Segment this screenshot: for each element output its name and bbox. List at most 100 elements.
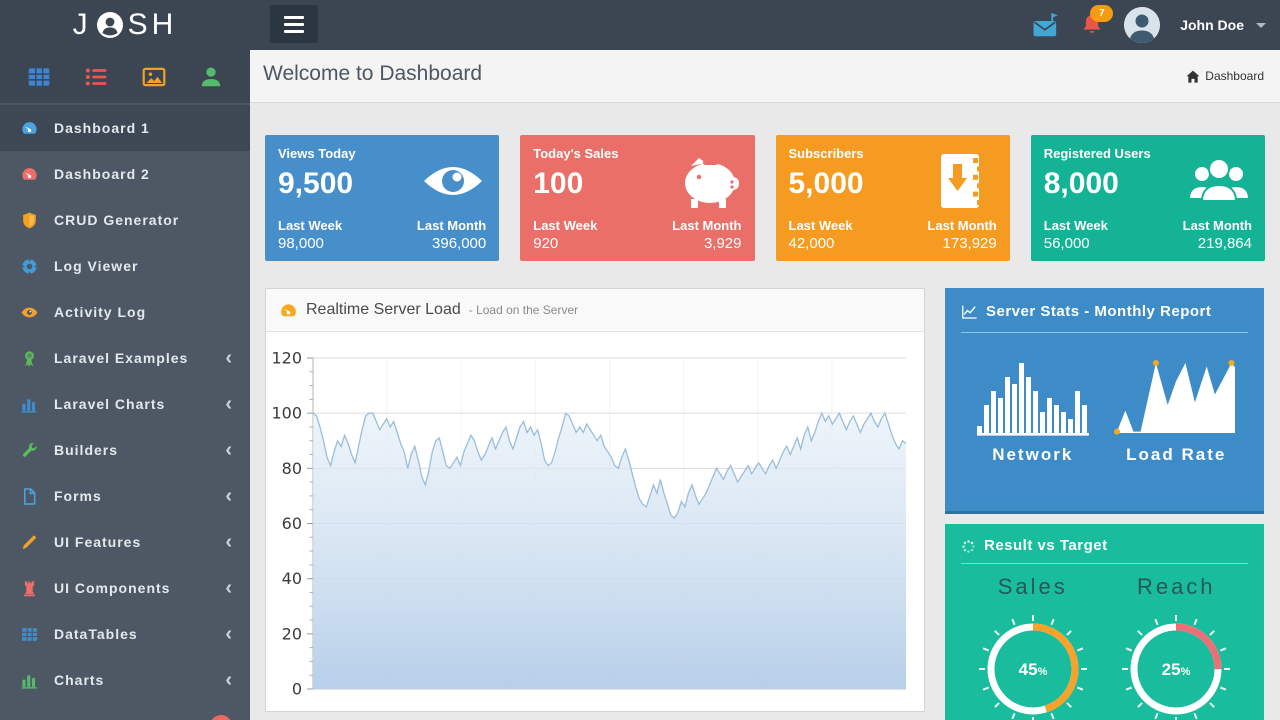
logo-letters-sh: SH <box>128 8 178 42</box>
shortcut-user-icon[interactable] <box>198 64 224 90</box>
user-name[interactable]: John Doe <box>1180 17 1244 33</box>
sidebar-item-label: CRUD Generator <box>54 212 232 228</box>
sidebar-item-label: Activity Log <box>54 304 232 320</box>
chevron-left-icon: ‹ <box>225 670 232 690</box>
josh-logo[interactable]: J SH <box>0 0 250 50</box>
svg-text:80: 80 <box>282 459 302 478</box>
sidebar-item-dashboard-1[interactable]: Dashboard 1 <box>0 105 250 151</box>
last-month-value: 396,000 <box>417 235 486 252</box>
realtime-server-load-title: Realtime Server Load <box>306 301 461 319</box>
tachometer-icon <box>279 302 298 319</box>
gauge-icon <box>20 119 39 138</box>
network-bar-sparkline <box>977 357 1089 437</box>
shortcut-table-icon[interactable] <box>26 64 52 90</box>
stat-card-todays-sales: Today's Sales100Last Week920Last Month3,… <box>520 135 754 261</box>
eye-icon <box>421 151 485 211</box>
gauge-icon <box>20 165 39 184</box>
page-title: Welcome to Dashboard <box>263 62 482 86</box>
last-week-label: Last Week <box>278 218 342 233</box>
notification-count-badge[interactable]: 7 <box>1090 5 1113 22</box>
chevron-left-icon: ‹ <box>225 486 232 506</box>
sidebar-item-datatables[interactable]: DataTables‹ <box>0 611 250 657</box>
breadcrumb[interactable]: Dashboard <box>1186 69 1264 83</box>
sidebar-item-ui-components[interactable]: UI Components‹ <box>0 565 250 611</box>
last-week-value: 56,000 <box>1044 235 1108 252</box>
chevron-left-icon: ‹ <box>225 624 232 644</box>
sidebar-item-crud-generator[interactable]: CRUD Generator <box>0 197 250 243</box>
stat-card-views-today: Views Today9,500Last Week98,000Last Mont… <box>265 135 499 261</box>
user-avatar[interactable] <box>1124 7 1160 43</box>
logo-letter-j: J <box>73 8 92 42</box>
realtime-server-load-subtitle: - Load on the Server <box>469 303 578 317</box>
user-menu-caret-icon[interactable] <box>1256 23 1266 28</box>
sidebar: Dashboard 1 Dashboard 2 CRUD Generator Log … <box>0 50 250 720</box>
sidebar-item-dashboard-2[interactable]: Dashboard 2 <box>0 151 250 197</box>
svg-text:20: 20 <box>282 624 302 643</box>
spinner-icon <box>961 537 976 554</box>
load-rate-label: Load Rate <box>1126 445 1226 465</box>
load-rate-mini-chart: Load Rate <box>1105 357 1249 465</box>
server-stats-panel: Server Stats - Monthly Report Network Lo… <box>945 288 1264 514</box>
sidebar-item-ui-features[interactable]: UI Features‹ <box>0 519 250 565</box>
server-load-area-chart: 020406080100120 <box>266 332 922 712</box>
sidebar-item-laravel-examples[interactable]: Laravel Examples‹ <box>0 335 250 381</box>
sidebar-item-laravel-charts[interactable]: Laravel Charts‹ <box>0 381 250 427</box>
sidebar-item-label: Forms <box>54 488 225 504</box>
result-vs-target-title: Result vs Target <box>984 537 1108 554</box>
chevron-left-icon: ‹ <box>225 394 232 414</box>
card-footer: Last Week 98,000 Last Month 396,000 <box>278 218 486 252</box>
topbar: J SH 7 John Doe <box>0 0 1280 50</box>
last-week-value: 98,000 <box>278 235 342 252</box>
realtime-server-load-header: Realtime Server Load - Load on the Serve… <box>266 289 924 332</box>
wrench-icon <box>20 441 39 460</box>
last-month-label: Last Month <box>927 218 996 233</box>
result-vs-target-panel: Result vs Target Sales 45% Reach 25% <box>945 524 1264 720</box>
last-month-label: Last Month <box>417 218 486 233</box>
bar-chart-icon <box>20 395 39 414</box>
sidebar-item-builders[interactable]: Builders‹ <box>0 427 250 473</box>
chevron-left-icon: ‹ <box>225 348 232 368</box>
rook-icon <box>20 579 39 598</box>
notifications-bell-icon[interactable]: 7 <box>1080 12 1104 38</box>
sidebar-item-charts[interactable]: Charts‹ <box>0 657 250 703</box>
card-footer: Last Week42,000Last Month173,929 <box>789 218 997 252</box>
sidebar-toggle-button[interactable] <box>270 5 318 43</box>
svg-text:100: 100 <box>271 404 302 423</box>
sidebar-item-log-viewer[interactable]: Log Viewer <box>0 243 250 289</box>
stat-cards-row: Views Today9,500Last Week98,000Last Mont… <box>265 135 1265 261</box>
last-month-value: 3,929 <box>672 235 741 252</box>
svg-text:25%: 25% <box>1162 660 1191 679</box>
card-footer: Last Week920Last Month3,929 <box>533 218 741 252</box>
reach-gauge: Reach 25% <box>1105 574 1249 720</box>
shortcut-image-icon[interactable] <box>141 64 167 90</box>
result-vs-target-header: Result vs Target <box>961 537 1248 564</box>
card-footer: Last Week56,000Last Month219,864 <box>1044 218 1252 252</box>
last-month-value: 173,929 <box>927 235 996 252</box>
last-week-value: 920 <box>533 235 597 252</box>
table-icon <box>20 625 39 644</box>
svg-text:40: 40 <box>282 569 302 588</box>
svg-text:45%: 45% <box>1018 660 1047 679</box>
sidebar-item-label: Dashboard 1 <box>54 120 232 136</box>
shield-icon <box>20 211 39 230</box>
messages-icon[interactable] <box>1032 12 1060 38</box>
eye-icon <box>20 303 39 322</box>
last-week-label: Last Week <box>789 218 853 233</box>
sidebar-item-label: UI Features <box>54 534 225 550</box>
chevron-left-icon: ‹ <box>225 440 232 460</box>
load-rate-area-sparkline <box>1114 357 1238 437</box>
svg-text:60: 60 <box>282 514 302 533</box>
reach-donut-chart: 25% <box>1117 610 1235 720</box>
last-week-label: Last Week <box>533 218 597 233</box>
sidebar-item-activity-log[interactable]: Activity Log <box>0 289 250 335</box>
sidebar-item-partial[interactable] <box>0 703 250 720</box>
breadcrumb-label[interactable]: Dashboard <box>1205 69 1264 83</box>
sidebar-nav: Dashboard 1 Dashboard 2 CRUD Generator Log … <box>0 105 250 720</box>
sales-donut-chart: 45% <box>974 610 1092 720</box>
sidebar-item-label: Dashboard 2 <box>54 166 232 182</box>
sidebar-item-forms[interactable]: Forms‹ <box>0 473 250 519</box>
server-stats-header: Server Stats - Monthly Report <box>961 301 1248 333</box>
sidebar-item-label: Log Viewer <box>54 258 232 274</box>
shortcut-list-icon[interactable] <box>83 64 109 90</box>
svg-text:120: 120 <box>271 349 302 368</box>
